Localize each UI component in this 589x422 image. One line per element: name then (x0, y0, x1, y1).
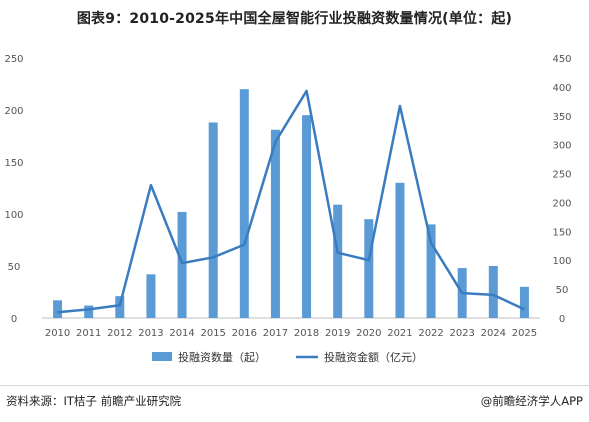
y-left-tick-label: 100 (4, 210, 23, 221)
x-tick-label: 2019 (325, 328, 350, 339)
y-left-tick-label: 0 (11, 314, 17, 325)
legend-swatch-bar (152, 352, 172, 361)
y-right-tick-label: 100 (552, 256, 571, 267)
y-left-tick-label: 150 (4, 158, 23, 169)
x-tick-label: 2018 (294, 328, 319, 339)
x-tick-label: 2011 (76, 328, 101, 339)
y-left-tick-label: 200 (4, 106, 23, 117)
x-tick-label: 2022 (418, 328, 443, 339)
line-series-amount (57, 89, 525, 314)
bar-2013 (146, 274, 156, 318)
y-left-tick-label: 50 (8, 262, 21, 273)
bar-2019 (333, 204, 343, 318)
x-tick-label: 2015 (200, 328, 225, 339)
footer-divider (0, 385, 589, 386)
y-right-tick-label: 250 (552, 170, 571, 181)
bar-2012 (115, 296, 125, 318)
credit-note: @前瞻经济学人APP (480, 394, 583, 408)
bar-2024 (488, 266, 498, 318)
bar-2014 (177, 211, 187, 318)
bar-2011 (84, 305, 94, 318)
y-right-tick-label: 450 (552, 54, 571, 65)
bar-2022 (426, 224, 436, 318)
y-left-tick-label: 250 (4, 54, 23, 65)
x-tick-label: 2014 (169, 328, 194, 339)
x-tick-label: 2023 (449, 328, 474, 339)
bar-2025 (519, 286, 529, 318)
y-right-tick-label: 0 (559, 314, 565, 325)
legend-label-line: 投融资金额（亿元） (324, 350, 423, 364)
y-right-tick-label: 400 (552, 83, 571, 94)
y-right-tick-label: 300 (552, 141, 571, 152)
y-right-tick-label: 350 (552, 112, 571, 123)
x-tick-label: 2016 (232, 328, 257, 339)
x-tick-label: 2024 (481, 328, 506, 339)
x-tick-label: 2017 (263, 328, 288, 339)
x-tick-label: 2010 (45, 328, 70, 339)
bar-2018 (302, 115, 312, 318)
bar-2016 (239, 89, 249, 318)
bar-2021 (395, 182, 405, 318)
chart-canvas: 0 50 100 150 200 250 0 50 100 150 200 250 300 350 400 4… (4, 54, 571, 364)
bar-2015 (208, 122, 218, 318)
x-tick-label: 2025 (512, 328, 537, 339)
bar-2020 (364, 219, 374, 318)
y-right-tick-label: 200 (552, 198, 571, 209)
x-tick-label: 2021 (387, 328, 412, 339)
legend-label-bar: 投融资数量（起） (178, 350, 266, 364)
x-tick-label: 2013 (138, 328, 163, 339)
y-right-tick-label: 50 (556, 285, 569, 296)
source-note: 资料来源：IT桔子 前瞻产业研究院 (6, 394, 182, 408)
bar-2017 (270, 129, 280, 318)
x-tick-label: 2012 (107, 328, 132, 339)
bar-2010 (53, 300, 63, 318)
x-tick-label: 2020 (356, 328, 381, 339)
y-right-tick-label: 150 (552, 227, 571, 238)
chart-title: 图表9：2010-2025年中国全屋智能行业投融资数量情况(单位：起) (76, 11, 513, 27)
